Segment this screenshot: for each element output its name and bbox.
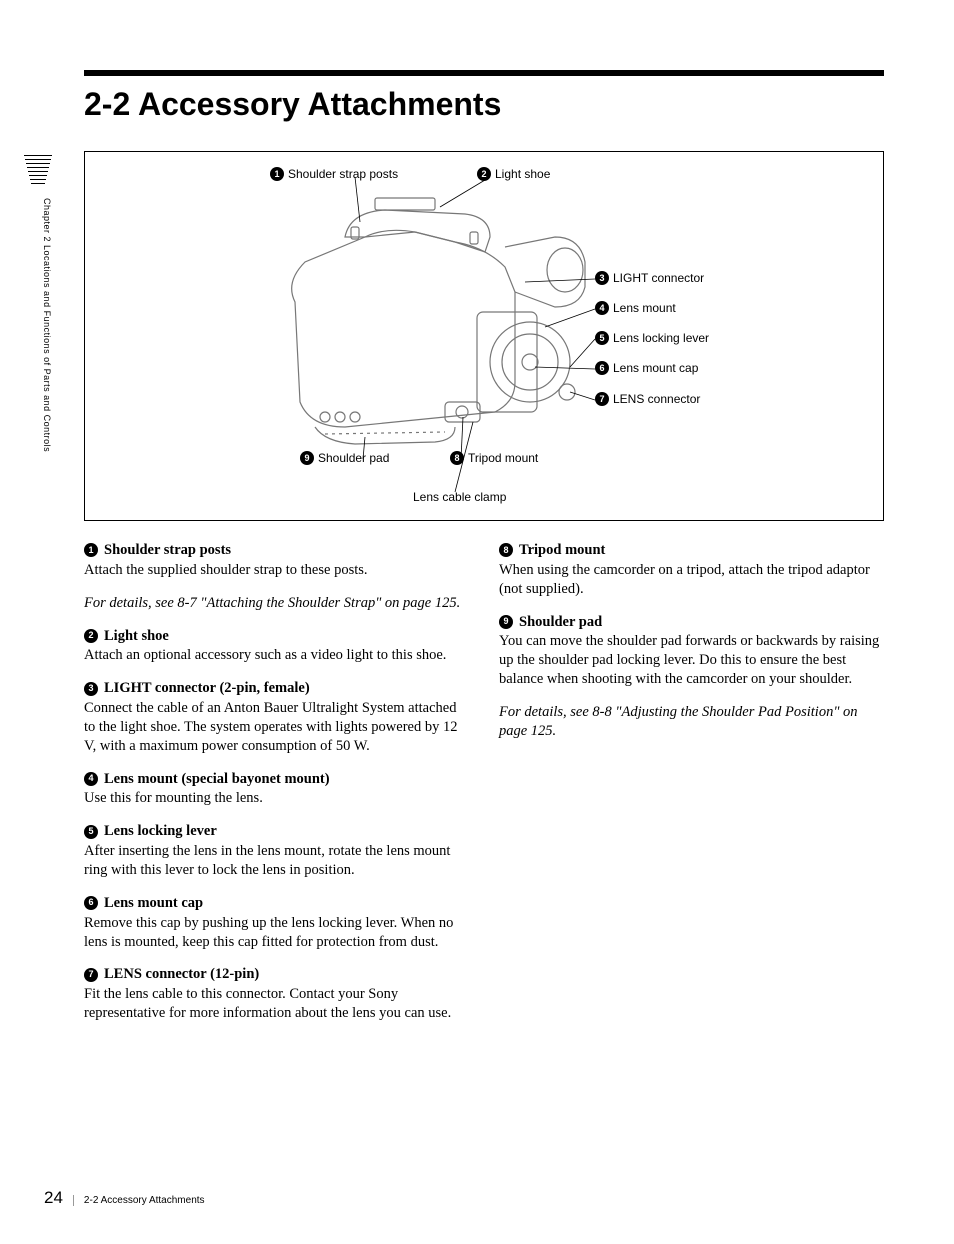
item-title: 8 Tripod mount [499, 541, 884, 560]
item-body: Remove this cap by pushing up the lens l… [84, 914, 469, 952]
num-4-icon: 4 [595, 301, 609, 315]
description-item: 8 Tripod mountWhen using the camcorder on… [499, 541, 884, 599]
item-body: When using the camcorder on a tripod, at… [499, 561, 884, 599]
num-8-icon: 8 [499, 543, 513, 557]
num-4-icon: 4 [84, 772, 98, 786]
item-title-text: Tripod mount [519, 541, 605, 560]
callout-9-label: Shoulder pad [318, 451, 389, 465]
item-title-text: Shoulder pad [519, 613, 602, 632]
num-2-icon: 2 [477, 167, 491, 181]
num-3-icon: 3 [595, 271, 609, 285]
cross-reference: For details, see 8-8 "Adjusting the Shou… [499, 703, 884, 741]
description-item: 5 Lens locking leverAfter inserting the l… [84, 822, 469, 880]
callout-9: 9 Shoulder pad [300, 451, 389, 465]
num-5-icon: 5 [84, 825, 98, 839]
description-item: 9 Shoulder padYou can move the shoulder p… [499, 613, 884, 689]
item-body: After inserting the lens in the lens mou… [84, 842, 469, 880]
num-1-icon: 1 [84, 543, 98, 557]
body-columns: 1 Shoulder strap postsAttach the supplied… [84, 541, 884, 1037]
chapter-sidebar-label: Chapter 2 Locations and Functions of Par… [42, 198, 52, 452]
callout-8: 8 Tripod mount [450, 451, 538, 465]
description-item: 4 Lens mount (special bayonet mount)Use t… [84, 770, 469, 809]
num-7-icon: 7 [84, 968, 98, 982]
num-8-icon: 8 [450, 451, 464, 465]
item-body: You can move the shoulder pad forwards o… [499, 632, 884, 689]
callout-5: 5 Lens locking lever [595, 331, 709, 345]
sidebar-decoration [24, 155, 52, 184]
item-title: 2 Light shoe [84, 627, 469, 646]
item-body: Connect the cable of an Anton Bauer Ultr… [84, 699, 469, 756]
callout-2: 2 Light shoe [477, 167, 550, 181]
diagram-figure: 1 Shoulder strap posts 2 Light shoe 3 LI… [84, 151, 884, 521]
callout-lens-cable-clamp: Lens cable clamp [413, 490, 506, 504]
item-title: 9 Shoulder pad [499, 613, 884, 632]
item-title-text: LIGHT connector (2-pin, female) [104, 679, 310, 698]
callout-5-label: Lens locking lever [613, 331, 709, 345]
callout-6-label: Lens mount cap [613, 361, 698, 375]
item-title-text: Lens locking lever [104, 822, 217, 841]
num-9-icon: 9 [300, 451, 314, 465]
callout-1-label: Shoulder strap posts [288, 167, 398, 181]
page-footer: 24 2-2 Accessory Attachments [44, 1188, 205, 1208]
description-item: 3 LIGHT connector (2-pin, female)Connect … [84, 679, 469, 755]
item-title-text: Lens mount cap [104, 894, 203, 913]
num-9-icon: 9 [499, 615, 513, 629]
footer-section-label: 2-2 Accessory Attachments [73, 1195, 205, 1206]
callout-4-label: Lens mount [613, 301, 676, 315]
callout-8-label: Tripod mount [468, 451, 538, 465]
description-item: 7 LENS connector (12-pin)Fit the lens cab… [84, 965, 469, 1023]
callout-7: 7 LENS connector [595, 392, 700, 406]
num-1-icon: 1 [270, 167, 284, 181]
callout-2-label: Light shoe [495, 167, 550, 181]
num-3-icon: 3 [84, 682, 98, 696]
item-title: 5 Lens locking lever [84, 822, 469, 841]
callout-3-label: LIGHT connector [613, 271, 704, 285]
callout-lcc-label: Lens cable clamp [413, 490, 506, 504]
num-6-icon: 6 [595, 361, 609, 375]
num-2-icon: 2 [84, 629, 98, 643]
page-heading: 2-2 Accessory Attachments [84, 86, 884, 123]
item-title-text: LENS connector (12-pin) [104, 965, 259, 984]
cross-reference: For details, see 8-7 "Attaching the Shou… [84, 594, 469, 613]
item-title: 4 Lens mount (special bayonet mount) [84, 770, 469, 789]
item-title: 1 Shoulder strap posts [84, 541, 469, 560]
num-7-icon: 7 [595, 392, 609, 406]
right-column: 8 Tripod mountWhen using the camcorder on… [499, 541, 884, 1037]
callout-1: 1 Shoulder strap posts [270, 167, 398, 181]
item-body: Use this for mounting the lens. [84, 789, 469, 808]
item-title: 7 LENS connector (12-pin) [84, 965, 469, 984]
item-body: Attach the supplied shoulder strap to th… [84, 561, 469, 580]
item-title: 6 Lens mount cap [84, 894, 469, 913]
description-item: 1 Shoulder strap postsAttach the supplied… [84, 541, 469, 580]
callout-7-label: LENS connector [613, 392, 700, 406]
callout-4: 4 Lens mount [595, 301, 676, 315]
left-column: 1 Shoulder strap postsAttach the supplied… [84, 541, 469, 1037]
item-title: 3 LIGHT connector (2-pin, female) [84, 679, 469, 698]
callout-3: 3 LIGHT connector [595, 271, 704, 285]
heading-rule [84, 70, 884, 76]
description-item: 2 Light shoeAttach an optional accessory … [84, 627, 469, 666]
item-title-text: Lens mount (special bayonet mount) [104, 770, 330, 789]
item-title-text: Light shoe [104, 627, 169, 646]
num-5-icon: 5 [595, 331, 609, 345]
page-number: 24 [44, 1188, 63, 1208]
item-body: Attach an optional accessory such as a v… [84, 646, 469, 665]
item-body: Fit the lens cable to this connector. Co… [84, 985, 469, 1023]
description-item: 6 Lens mount capRemove this cap by pushin… [84, 894, 469, 952]
leader-lines [85, 152, 885, 522]
item-title-text: Shoulder strap posts [104, 541, 231, 560]
num-6-icon: 6 [84, 896, 98, 910]
callout-6: 6 Lens mount cap [595, 361, 698, 375]
